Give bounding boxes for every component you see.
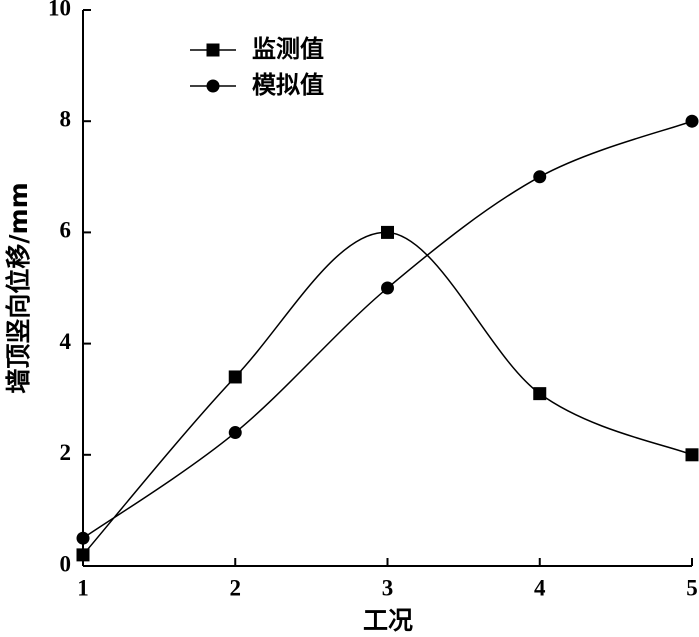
y-tick-label: 8 — [60, 106, 72, 131]
data-point — [685, 448, 699, 462]
y-tick-label: 6 — [60, 218, 72, 243]
y-tick-label: 4 — [60, 329, 72, 354]
x-axis-title: 工况 — [363, 606, 413, 635]
data-point — [76, 548, 90, 562]
y-tick-label: 2 — [60, 440, 72, 465]
y-axis-title: 墙顶竖向位移/mm — [4, 182, 33, 393]
data-point — [76, 531, 90, 545]
legend-label: 模拟值 — [252, 71, 324, 99]
data-point — [381, 281, 394, 295]
y-tick-label: 0 — [60, 551, 72, 576]
x-tick-label: 2 — [230, 575, 242, 600]
data-point — [533, 387, 547, 401]
x-tick-label: 4 — [534, 575, 546, 600]
data-point — [228, 370, 242, 384]
data-point — [533, 170, 547, 184]
x-tick-label: 5 — [686, 575, 698, 600]
x-tick-label: 1 — [77, 575, 89, 600]
data-point — [228, 426, 242, 440]
series-line — [82, 231, 693, 556]
x-tick-label: 3 — [382, 575, 394, 600]
data-point — [685, 114, 699, 128]
data-point — [381, 225, 394, 239]
legend-marker — [206, 79, 220, 93]
series-line — [82, 120, 693, 539]
y-tick-label: 10 — [48, 0, 71, 20]
legend-marker — [206, 43, 220, 57]
legend-label: 监测值 — [252, 35, 324, 63]
